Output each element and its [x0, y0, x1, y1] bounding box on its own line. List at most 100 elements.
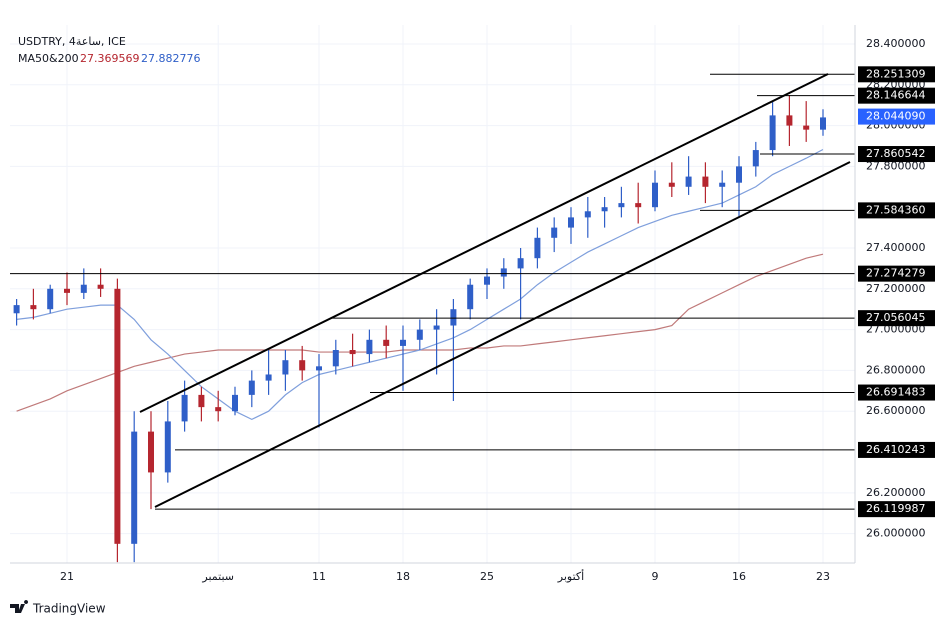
candle-body	[500, 268, 507, 277]
level-label: 26.691483	[866, 386, 926, 399]
level-label: 27.274279	[866, 267, 926, 280]
candle-body	[467, 284, 474, 310]
candle-body	[685, 176, 692, 187]
x-tick-label: 21	[60, 570, 74, 583]
candle-body	[433, 325, 440, 330]
candle-body	[148, 431, 154, 473]
y-tick-label: 26.800000	[866, 363, 926, 376]
x-tick-label: 18	[396, 570, 410, 583]
chart-title: USDTRY, 4ساعة, ICE	[18, 35, 126, 48]
level-label-box	[858, 441, 935, 458]
level-label: 26.119987	[866, 502, 926, 515]
x-tick-label: 25	[480, 570, 494, 583]
current-price-box	[858, 108, 935, 125]
candle-body	[64, 288, 70, 293]
candle-body	[232, 394, 238, 412]
candle-body	[702, 176, 709, 187]
x-tick-label: سبتمبر	[201, 570, 234, 583]
candle-body	[820, 117, 826, 130]
candle-body	[316, 366, 322, 371]
y-tick-label: 26.600000	[866, 404, 926, 417]
candle-body	[400, 339, 406, 346]
x-tick-label: 11	[312, 570, 326, 583]
axis: 28.40000028.20000028.00000027.80000027.4…	[60, 37, 935, 583]
candle-body	[349, 350, 356, 355]
candle-body	[652, 182, 658, 208]
level-label-box	[858, 146, 935, 163]
candle-body	[568, 217, 574, 228]
ma200-value: 27.369569	[80, 52, 140, 65]
candle-body	[248, 380, 255, 395]
candle-body	[719, 182, 726, 187]
candle-body	[80, 284, 87, 293]
candle-body	[265, 374, 272, 381]
level-label: 28.251309	[866, 67, 926, 80]
candle-body	[366, 339, 373, 355]
level-label-box	[858, 202, 935, 219]
y-tick-label: 27.800000	[866, 159, 926, 172]
candle-body	[450, 309, 457, 326]
x-tick-label: 23	[816, 570, 830, 583]
candle-body	[584, 211, 591, 218]
candle-body	[736, 166, 742, 183]
x-tick-label: أكتوبر	[557, 569, 584, 583]
candle-body	[803, 125, 810, 130]
candle-body	[786, 115, 793, 126]
candle-body	[534, 237, 541, 259]
candle-body	[618, 203, 625, 208]
level-label: 27.860542	[866, 147, 926, 160]
level-label: 26.410243	[866, 443, 926, 456]
candle-body	[635, 203, 642, 208]
grid	[10, 25, 855, 563]
candle-body	[517, 258, 524, 269]
candle-body	[97, 284, 104, 289]
level-label-box	[858, 501, 935, 518]
candle-body	[332, 350, 339, 367]
level-label-box	[858, 384, 935, 401]
candle-body	[299, 360, 306, 371]
indicator-label: MA50&200	[18, 52, 79, 65]
y-tick-label: 27.200000	[866, 282, 926, 295]
candle-body	[198, 394, 205, 408]
candle-body	[484, 276, 490, 285]
brand-name: TradingView	[32, 602, 106, 616]
channel-lower	[154, 161, 851, 508]
candle-body	[215, 407, 222, 412]
y-tick-label: 26.000000	[866, 527, 926, 540]
x-tick-label: 9	[652, 570, 659, 583]
y-tick-label: 27.400000	[866, 241, 926, 254]
candle-body	[13, 305, 20, 314]
x-tick-label: 16	[732, 570, 746, 583]
level-label-box	[858, 265, 935, 282]
candle-body	[181, 394, 188, 422]
level-label: 27.056045	[866, 311, 926, 324]
candle-body	[416, 329, 423, 340]
y-tick-label: 26.200000	[866, 486, 926, 499]
candle-body	[30, 305, 37, 310]
brand-logo	[10, 600, 29, 613]
candle-body	[752, 150, 759, 167]
level-label: 27.584360	[866, 203, 926, 216]
candle-body	[164, 421, 171, 473]
candle-body	[131, 431, 138, 544]
level-label-box	[858, 66, 935, 83]
candle-body	[551, 227, 558, 238]
level-label: 28.146644	[866, 89, 926, 102]
candle-body	[282, 360, 289, 375]
level-label-box	[858, 87, 935, 104]
candle-body	[114, 288, 121, 544]
ma50-value: 27.882776	[141, 52, 201, 65]
candle-body	[47, 288, 54, 310]
candle-body	[383, 339, 390, 346]
candle-body	[601, 207, 608, 212]
current-price-label: 28.044090	[866, 110, 926, 123]
level-label-box	[858, 310, 935, 327]
y-tick-label: 28.400000	[866, 37, 926, 50]
plot	[10, 73, 855, 563]
candle-body	[668, 182, 675, 187]
candle-body	[769, 115, 776, 151]
channel-upper	[139, 73, 829, 413]
